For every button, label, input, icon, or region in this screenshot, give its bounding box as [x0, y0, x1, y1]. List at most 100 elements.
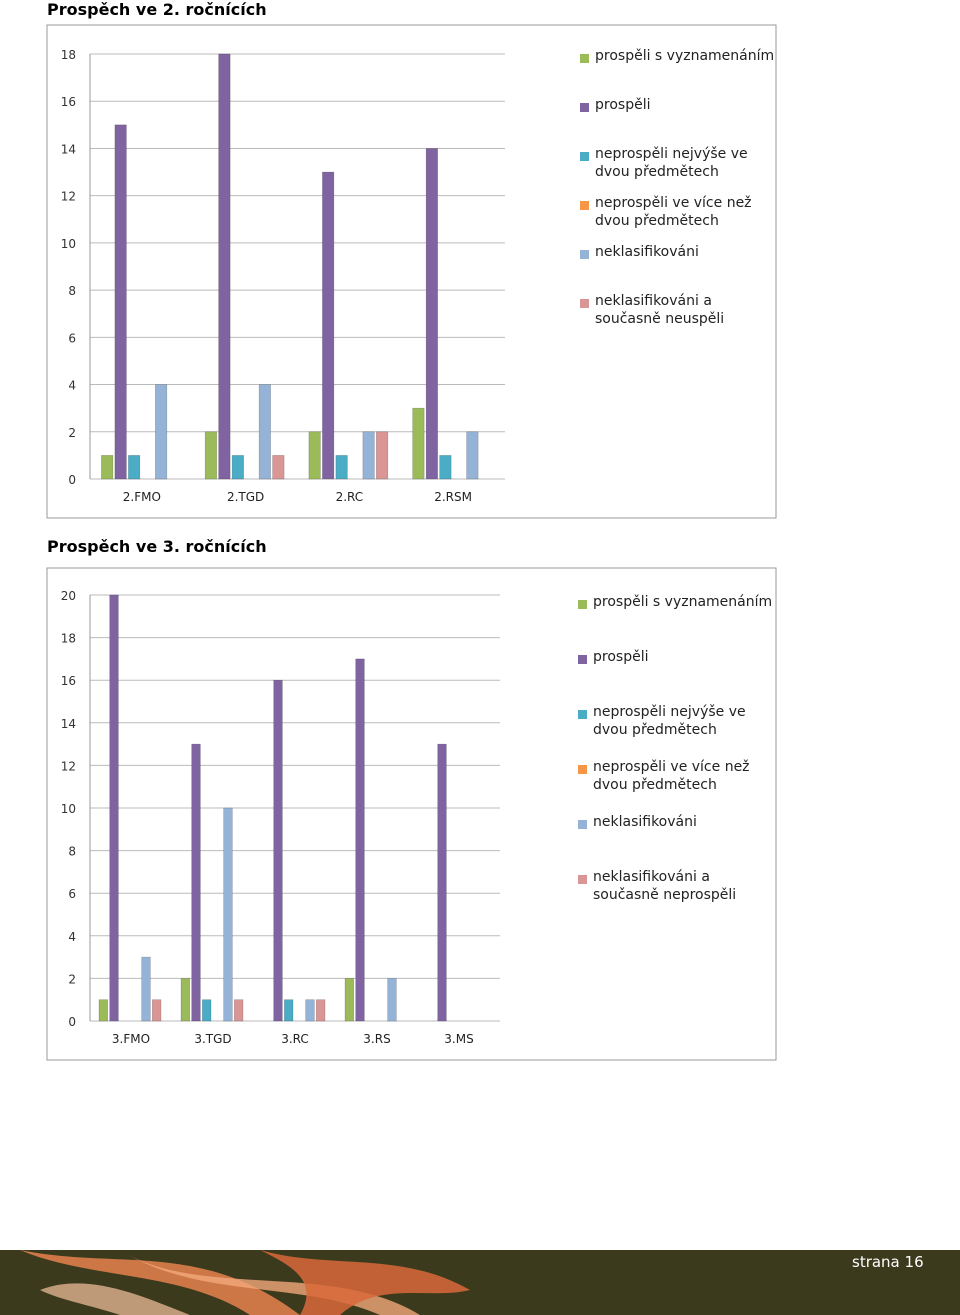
x-tick-label: 3.TGD: [194, 1032, 231, 1046]
legend-label: prospěli: [595, 97, 651, 113]
legend-swatch: [580, 250, 589, 259]
legend-swatch: [580, 201, 589, 210]
y-tick-label: 18: [61, 48, 76, 62]
legend-swatch: [578, 600, 587, 609]
y-tick-label: 6: [68, 887, 76, 901]
x-tick-label: 3.RS: [363, 1032, 390, 1046]
bar: [362, 431, 375, 480]
y-tick-label: 8: [68, 284, 76, 298]
legend-label: neklasifikováni: [593, 814, 697, 830]
y-tick-label: 0: [68, 1015, 76, 1029]
bar: [335, 455, 348, 480]
bar: [316, 999, 326, 1022]
bar: [322, 171, 335, 480]
bar: [387, 978, 397, 1022]
bar: [109, 594, 119, 1022]
bar: [128, 455, 141, 480]
legend-item: prospěli: [595, 97, 651, 113]
legend-swatch: [580, 152, 589, 161]
footer-band: [0, 1250, 960, 1315]
bar: [141, 956, 151, 1022]
bar: [223, 807, 233, 1022]
y-tick-label: 2: [68, 426, 76, 440]
y-tick-label: 14: [61, 717, 76, 731]
bar: [376, 431, 389, 480]
bar: [258, 384, 271, 480]
bar: [204, 431, 217, 480]
x-tick-label: 2.RSM: [434, 490, 472, 504]
x-tick-label: 2.RC: [336, 490, 364, 504]
x-tick-label: 3.FMO: [112, 1032, 150, 1046]
chart-frame: [46, 24, 777, 519]
bar: [284, 999, 294, 1022]
y-tick-label: 6: [68, 331, 76, 345]
legend-swatch: [578, 875, 587, 884]
legend-item: neprospěli nejvýše ve dvou předmětech: [593, 704, 746, 738]
y-tick-label: 10: [61, 802, 76, 816]
legend-label: prospěli: [593, 649, 649, 665]
legend-swatch: [578, 710, 587, 719]
legend-label: neklasifikováni a současně neuspěli: [595, 293, 725, 327]
bar: [305, 999, 315, 1022]
bar: [101, 455, 114, 480]
legend-label: prospěli s vyznamenáním: [593, 594, 773, 610]
legend-label: neklasifikováni a současně neprospěli: [593, 869, 737, 903]
legend-item: prospěli s vyznamenáním: [593, 594, 773, 610]
legend-swatch: [580, 54, 589, 63]
bar: [218, 53, 231, 480]
y-tick-label: 16: [61, 95, 76, 109]
bar: [344, 978, 354, 1022]
legend-swatch: [578, 765, 587, 774]
bar: [437, 743, 447, 1022]
bar: [191, 743, 201, 1022]
y-tick-label: 18: [61, 632, 76, 646]
bar: [152, 999, 162, 1022]
bar: [308, 431, 321, 480]
y-tick-label: 8: [68, 845, 76, 859]
legend-item: neklasifikováni: [595, 244, 699, 260]
legend-item: neklasifikováni a současně neuspěli: [595, 293, 725, 327]
legend-label: neprospěli nejvýše ve dvou předmětech: [595, 146, 748, 180]
bar: [439, 455, 452, 480]
legend-item: neprospěli nejvýše ve dvou předmětech: [595, 146, 748, 180]
y-tick-label: 12: [61, 759, 76, 773]
y-tick-label: 12: [61, 190, 76, 204]
y-tick-label: 4: [68, 930, 76, 944]
legend-swatch: [578, 655, 587, 664]
legend-item: prospěli s vyznamenáním: [595, 48, 775, 64]
bar: [180, 978, 190, 1022]
bar: [273, 679, 283, 1022]
legend-label: neklasifikováni: [595, 244, 699, 260]
legend-item: neklasifikováni a současně neprospěli: [593, 869, 737, 903]
bar: [98, 999, 108, 1022]
bar: [412, 407, 425, 480]
bar: [425, 148, 438, 480]
bar: [155, 384, 168, 480]
bar: [231, 455, 244, 480]
page-number: strana 16: [852, 1253, 924, 1271]
x-tick-label: 2.FMO: [123, 490, 161, 504]
legend-item: prospěli: [593, 649, 649, 665]
legend-label: neprospěli ve více než dvou předmětech: [595, 195, 752, 229]
legend-swatch: [580, 299, 589, 308]
y-tick-label: 2: [68, 972, 76, 986]
y-tick-label: 4: [68, 379, 76, 393]
y-tick-label: 10: [61, 237, 76, 251]
x-tick-label: 3.MS: [444, 1032, 473, 1046]
legend-item: neklasifikováni: [593, 814, 697, 830]
x-tick-label: 2.TGD: [227, 490, 264, 504]
bar: [272, 455, 285, 480]
bar: [114, 124, 127, 480]
chart-title: Prospěch ve 3. ročnících: [47, 537, 267, 556]
bar: [355, 658, 365, 1022]
bar: [466, 431, 479, 480]
legend-item: neprospěli ve více než dvou předmětech: [593, 759, 750, 793]
legend-label: prospěli s vyznamenáním: [595, 48, 775, 64]
y-tick-label: 16: [61, 674, 76, 688]
legend-swatch: [578, 820, 587, 829]
y-tick-label: 0: [68, 473, 76, 487]
y-tick-label: 14: [61, 142, 76, 156]
legend-label: neprospěli ve více než dvou předmětech: [593, 759, 750, 793]
